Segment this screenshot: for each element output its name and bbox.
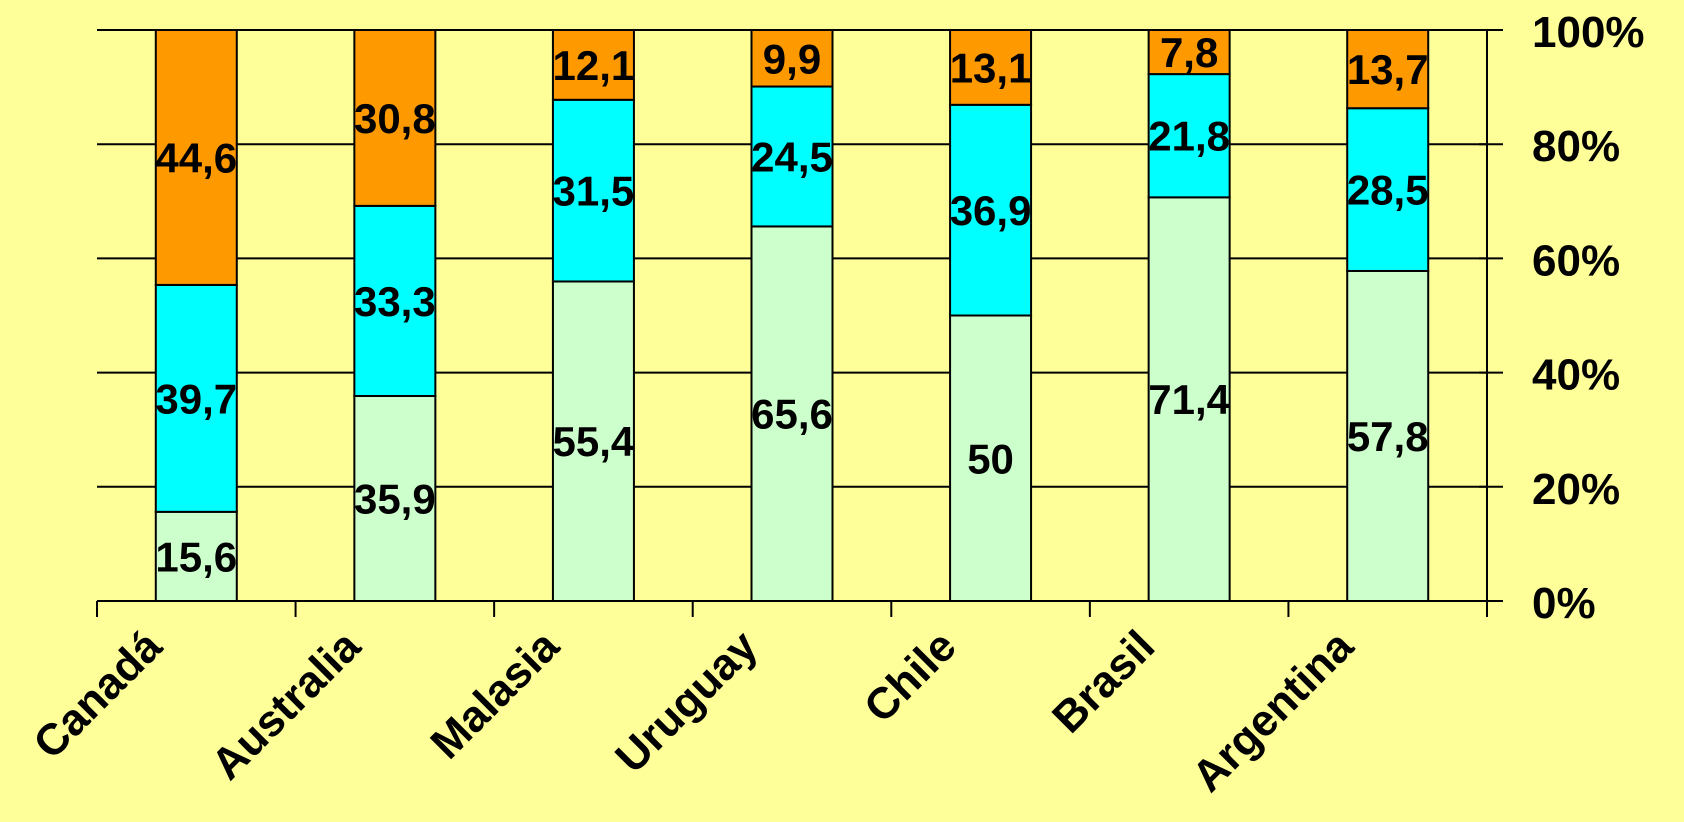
bar-segment (1147, 196, 1231, 603)
category-labels: Canadá Australia Malasia Uruguay Chile Brasil… (24, 621, 1363, 801)
y-tick-label: 100% (1532, 8, 1645, 57)
data-label: 24,5 (751, 133, 833, 180)
data-label: 36,9 (950, 187, 1032, 234)
bar-segment (750, 29, 834, 88)
data-label: 15,6 (155, 533, 237, 580)
data-label: 13,7 (1347, 46, 1429, 93)
x-category-label: Uruguay (606, 621, 767, 782)
bar-segment (949, 314, 1033, 602)
bar-segment (551, 280, 635, 602)
data-label: 50 (967, 435, 1014, 482)
data-label: 57,8 (1347, 413, 1429, 460)
bar-segment (949, 29, 1033, 106)
x-category-label: Argentina (1183, 621, 1363, 801)
data-label: 55,4 (553, 418, 635, 465)
bar-segment (154, 283, 238, 513)
data-label: 33,3 (354, 278, 436, 325)
data-label: 31,5 (553, 168, 635, 215)
segment-labels: 15,6 39,7 44,6 35,9 33,3 30,8 55,4 31,5 12,1 65,6… (155, 29, 1428, 580)
data-label: 21,8 (1148, 113, 1230, 160)
bar-segment (551, 29, 635, 101)
x-category-label: Canadá (24, 621, 171, 768)
y-tick-label: 0% (1532, 579, 1596, 628)
bar-segment (154, 29, 238, 286)
data-label: 7,8 (1160, 29, 1218, 76)
y-tick-label: 60% (1532, 236, 1620, 285)
bar-segment (750, 225, 834, 602)
data-label: 12,1 (553, 42, 635, 89)
bars (154, 29, 1430, 603)
data-label: 13,1 (950, 44, 1032, 91)
x-category-label: Australia (202, 621, 370, 789)
bar-segment (1147, 73, 1231, 199)
x-category-label: Chile (855, 621, 966, 732)
bar-segment (949, 103, 1033, 317)
data-label: 39,7 (155, 375, 237, 422)
y-tick-labels: 0% 20% 40% 60% 80% 100% (1532, 8, 1645, 628)
data-label: 30,8 (354, 95, 436, 142)
data-label: 28,5 (1347, 167, 1429, 214)
x-category-label: Brasil (1043, 621, 1164, 742)
y-tick-label: 80% (1532, 122, 1620, 171)
data-label: 65,6 (751, 391, 833, 438)
bar-segment (1147, 29, 1231, 76)
data-label: 9,9 (763, 35, 821, 82)
y-tick-label: 20% (1532, 465, 1620, 514)
data-label: 44,6 (155, 134, 237, 181)
axes (96, 29, 1503, 617)
bar-segment (551, 98, 635, 283)
bar-segment (353, 29, 437, 207)
bar-segment (154, 510, 238, 603)
bar-segment (1346, 269, 1430, 602)
bar-segment (1346, 107, 1430, 272)
x-category-label: Malasia (421, 621, 568, 768)
data-label: 71,4 (1148, 376, 1230, 423)
data-label: 35,9 (354, 476, 436, 523)
y-tick-label: 40% (1532, 351, 1620, 400)
bar-segment (1346, 29, 1430, 110)
